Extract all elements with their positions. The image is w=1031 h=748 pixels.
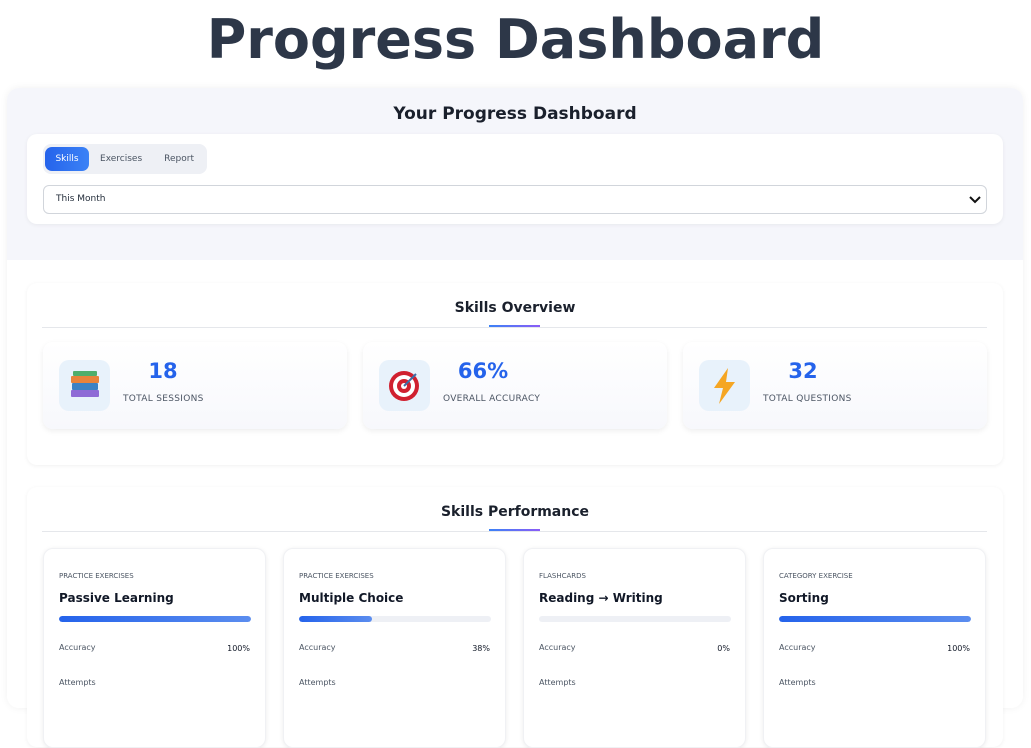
skill-name: Reading → Writing	[539, 591, 663, 605]
accuracy-label: Accuracy	[539, 643, 576, 652]
tab[interactable]: Report	[164, 154, 194, 164]
skill-card: PRACTICE EXERCISES Multiple Choice Accurac…	[283, 548, 506, 748]
page-title: Progress Dashboard	[206, 8, 825, 71]
progress-track	[539, 616, 731, 622]
dashboard-panel: Your Progress Dashboard Skills Exercises R…	[7, 88, 1023, 748]
progress-fill	[779, 616, 971, 622]
stat-label: TOTAL SESSIONS	[123, 394, 204, 404]
stat-card: 32 TOTAL QUESTIONS	[683, 342, 987, 429]
accuracy-label: Accuracy	[779, 643, 816, 652]
skill-name: Multiple Choice	[299, 591, 404, 605]
tab-bar: Skills Exercises Report	[43, 144, 207, 174]
panel-title: Your Progress Dashboard	[393, 104, 637, 124]
rule	[42, 531, 987, 532]
accuracy-value: 38%	[472, 644, 490, 653]
accuracy-value: 100%	[227, 644, 250, 653]
accuracy-value: 100%	[947, 644, 970, 653]
skill-card: PRACTICE EXERCISES Passive Learning Accura…	[43, 548, 266, 748]
attempts-label: Attempts	[539, 678, 576, 687]
period-value: This Month	[56, 194, 106, 204]
skill-name: Passive Learning	[59, 591, 174, 605]
rule	[42, 327, 987, 328]
skill-card: FLASHCARDS Reading → Writing Accuracy 0% Att…	[523, 548, 746, 748]
stat-value: 32	[788, 359, 818, 383]
chevron	[969, 196, 981, 204]
progress-track	[779, 616, 971, 622]
accuracy-label: Accuracy	[299, 643, 336, 652]
stat-icon	[379, 360, 430, 411]
stat-label: OVERALL ACCURACY	[443, 394, 541, 404]
stat-icon	[699, 360, 750, 411]
controls: Skills Exercises Report This Month	[27, 134, 1003, 224]
stat-value: 66%	[457, 359, 509, 383]
stat-label: TOTAL QUESTIONS	[763, 394, 852, 404]
performance-section: Skills Performance PRACTICE EXERCISES Pas…	[27, 487, 1003, 748]
skill-category: PRACTICE EXERCISES	[59, 572, 134, 580]
skill-category: PRACTICE EXERCISES	[299, 572, 374, 580]
skill-name: Sorting	[779, 591, 829, 605]
stat-card: 66% OVERALL ACCURACY	[363, 342, 667, 429]
stat-card: 18 TOTAL SESSIONS	[43, 342, 347, 429]
tab[interactable]: Exercises	[100, 154, 143, 164]
period-select[interactable]: This Month	[43, 185, 987, 214]
accuracy-label: Accuracy	[59, 643, 96, 652]
progress-track	[299, 616, 491, 622]
progress-fill	[59, 616, 251, 622]
section-title: Skills Performance	[440, 504, 590, 520]
accuracy-value: 0%	[717, 644, 730, 653]
skill-category: CATEGORY EXERCISE	[779, 572, 853, 580]
skill-card: CATEGORY EXERCISE Sorting Accuracy 100% Atte…	[763, 548, 986, 748]
tab[interactable]: Skills	[45, 147, 90, 171]
attempts-label: Attempts	[59, 678, 96, 687]
underline	[489, 325, 540, 327]
skill-category: FLASHCARDS	[539, 572, 586, 580]
attempts-label: Attempts	[779, 678, 816, 687]
progress-track	[59, 616, 251, 622]
overview-section: Skills Overview 18 TOTAL SESSIONS 66% OVERA…	[27, 283, 1003, 465]
underline	[489, 529, 540, 531]
progress-fill	[299, 616, 372, 622]
stat-value: 18	[148, 359, 178, 383]
section-title: Skills Overview	[454, 300, 576, 316]
attempts-label: Attempts	[299, 678, 336, 687]
page: Progress Dashboard Your Progress Dashboa…	[7, 8, 1023, 748]
stat-icon	[59, 360, 110, 411]
